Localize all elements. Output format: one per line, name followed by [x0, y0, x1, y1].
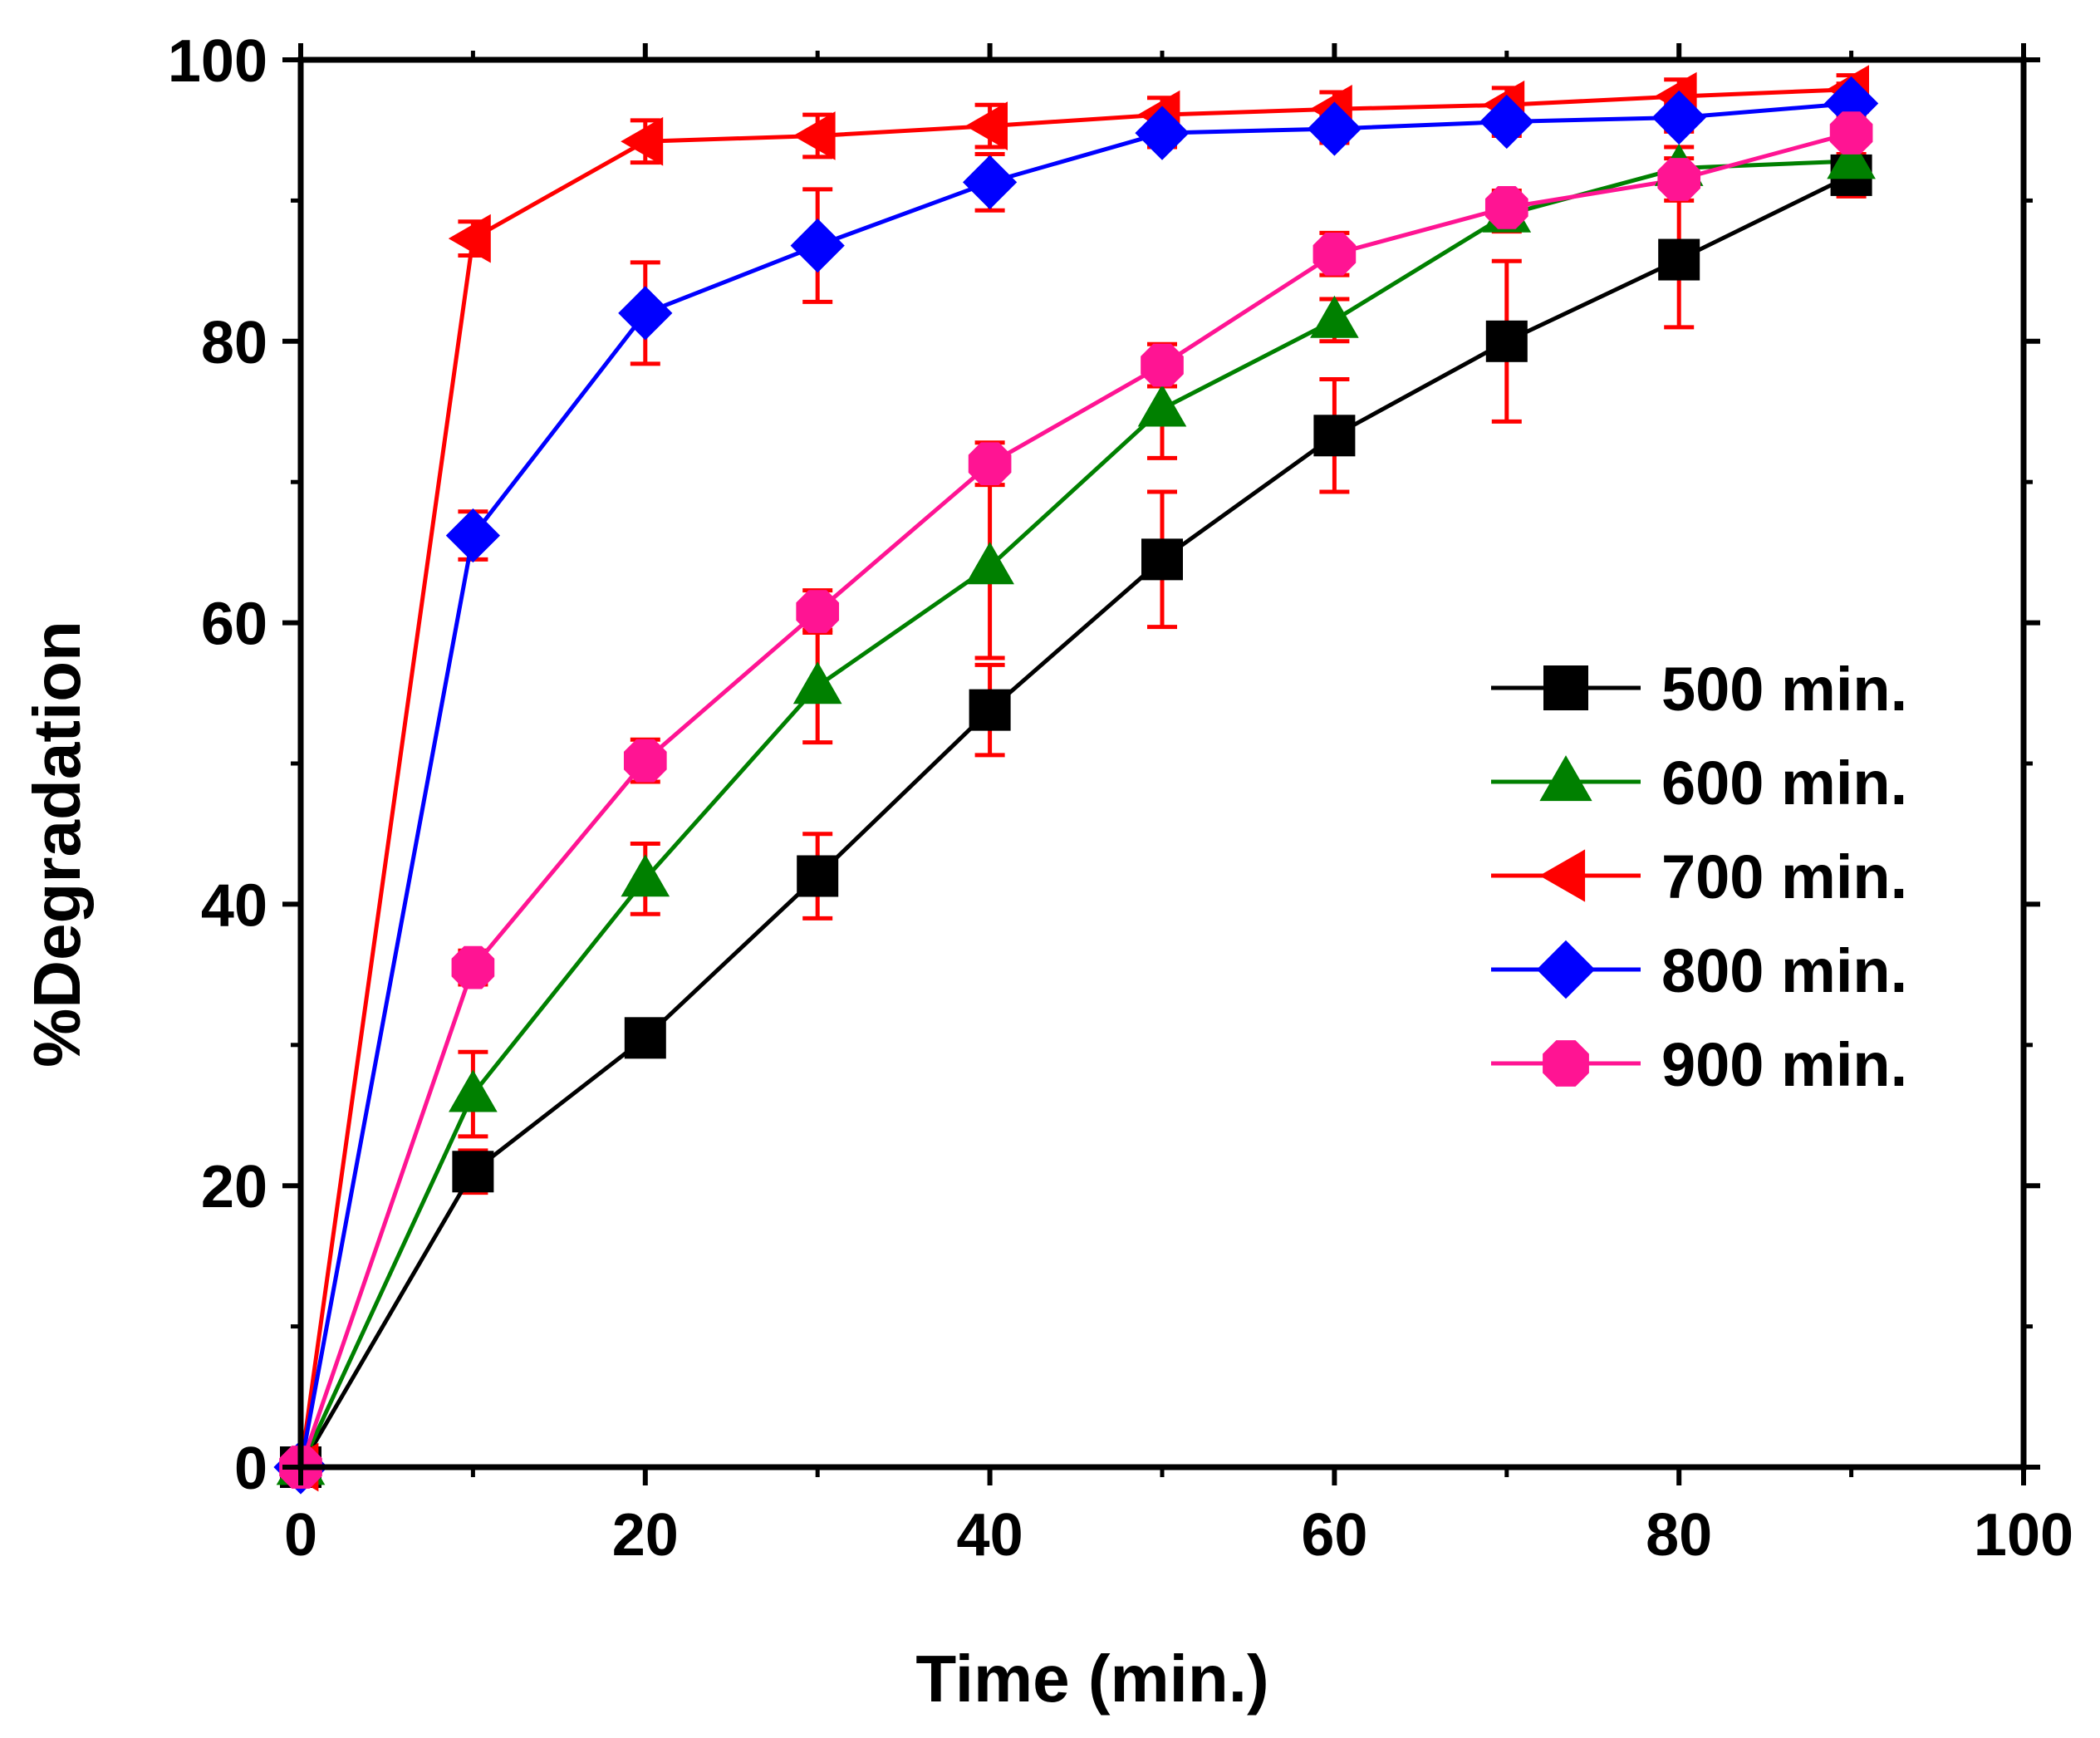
series-line-800-min: [298, 101, 1852, 1468]
data-point-900-min: [796, 590, 840, 633]
data-point-600-min: [965, 542, 1014, 585]
data-point-500-min: [1658, 238, 1700, 281]
legend-marker-800-min: [1536, 940, 1596, 999]
data-point-900-min: [1484, 186, 1528, 229]
data-point-900-min: [968, 442, 1012, 486]
data-point-600-min: [1137, 384, 1187, 427]
legend-marker-600-min: [1539, 755, 1592, 802]
data-point-800-min: [618, 286, 673, 341]
x-tick-label: 0: [284, 1502, 317, 1569]
data-point-900-min: [1829, 111, 1873, 155]
data-point-600-min: [792, 661, 842, 705]
series-line-700-min: [298, 87, 1852, 1468]
legend-label-600-min: 600 min.: [1661, 749, 1907, 817]
y-axis-title: %Degradation: [20, 621, 94, 1068]
data-point-500-min: [969, 689, 1011, 731]
data-point-500-min: [452, 1151, 494, 1193]
legend-label-500-min: 500 min.: [1661, 655, 1907, 724]
data-point-800-min: [1307, 101, 1362, 156]
legend-marker-700-min: [1539, 849, 1586, 902]
data-point-500-min: [1485, 320, 1528, 362]
series-line-600-min: [298, 159, 1852, 1469]
axes: 0 20 40 60 80 100 0 20 40 60 80 100: [168, 28, 2073, 1569]
legend-marker-900-min: [1543, 1040, 1589, 1087]
x-tick-label: 80: [1646, 1502, 1712, 1569]
data-point-500-min: [797, 855, 839, 897]
x-axis-title: Time (min.): [915, 1642, 1268, 1716]
x-tick-label: 100: [1974, 1502, 2073, 1569]
data-point-800-min: [1651, 90, 1706, 145]
error-bars: [458, 73, 1867, 1195]
data-point-700-min: [621, 116, 664, 166]
data-point-900-min: [623, 739, 667, 783]
data-point-700-min: [792, 111, 836, 160]
data-point-800-min: [1135, 106, 1190, 160]
legend-label-800-min: 800 min.: [1661, 936, 1907, 1005]
legend: 500 min. 600 min. 700 min. 800 min. 900 min.: [1491, 655, 1907, 1099]
data-point-500-min: [624, 1017, 666, 1059]
series-line-900-min: [298, 130, 1852, 1468]
x-tick-label: 60: [1301, 1502, 1367, 1569]
data-point-900-min: [1657, 158, 1701, 201]
data-point-600-min: [1827, 136, 1876, 179]
data-point-900-min: [1312, 232, 1357, 276]
legend-label-900-min: 900 min.: [1661, 1030, 1907, 1099]
data-point-900-min: [1141, 343, 1184, 387]
y-tick-label: 40: [201, 872, 267, 939]
y-tick-label: 0: [234, 1436, 267, 1502]
data-point-600-min: [1310, 295, 1359, 338]
data-point-600-min: [621, 854, 670, 897]
series-markers: [273, 65, 1879, 1495]
y-tick-label: 60: [201, 592, 267, 658]
series-line-500-min: [298, 173, 1852, 1469]
series-lines: [298, 87, 1852, 1469]
data-point-800-min: [445, 508, 501, 563]
data-point-900-min: [451, 945, 495, 989]
data-point-800-min: [1479, 94, 1534, 150]
data-point-500-min: [1313, 415, 1356, 457]
x-tick-label: 40: [957, 1502, 1023, 1569]
legend-label-700-min: 700 min.: [1661, 842, 1907, 911]
y-tick-label: 100: [168, 28, 267, 95]
data-point-600-min: [449, 1069, 498, 1112]
x-tick-label: 20: [612, 1502, 679, 1569]
legend-marker-500-min: [1543, 665, 1588, 710]
y-tick-label: 80: [201, 310, 267, 376]
data-point-700-min: [964, 101, 1008, 150]
y-tick-label: 20: [201, 1154, 267, 1220]
data-point-500-min: [1141, 538, 1183, 581]
data-point-700-min: [448, 214, 491, 263]
data-point-800-min: [790, 218, 845, 273]
data-point-800-min: [962, 155, 1018, 209]
